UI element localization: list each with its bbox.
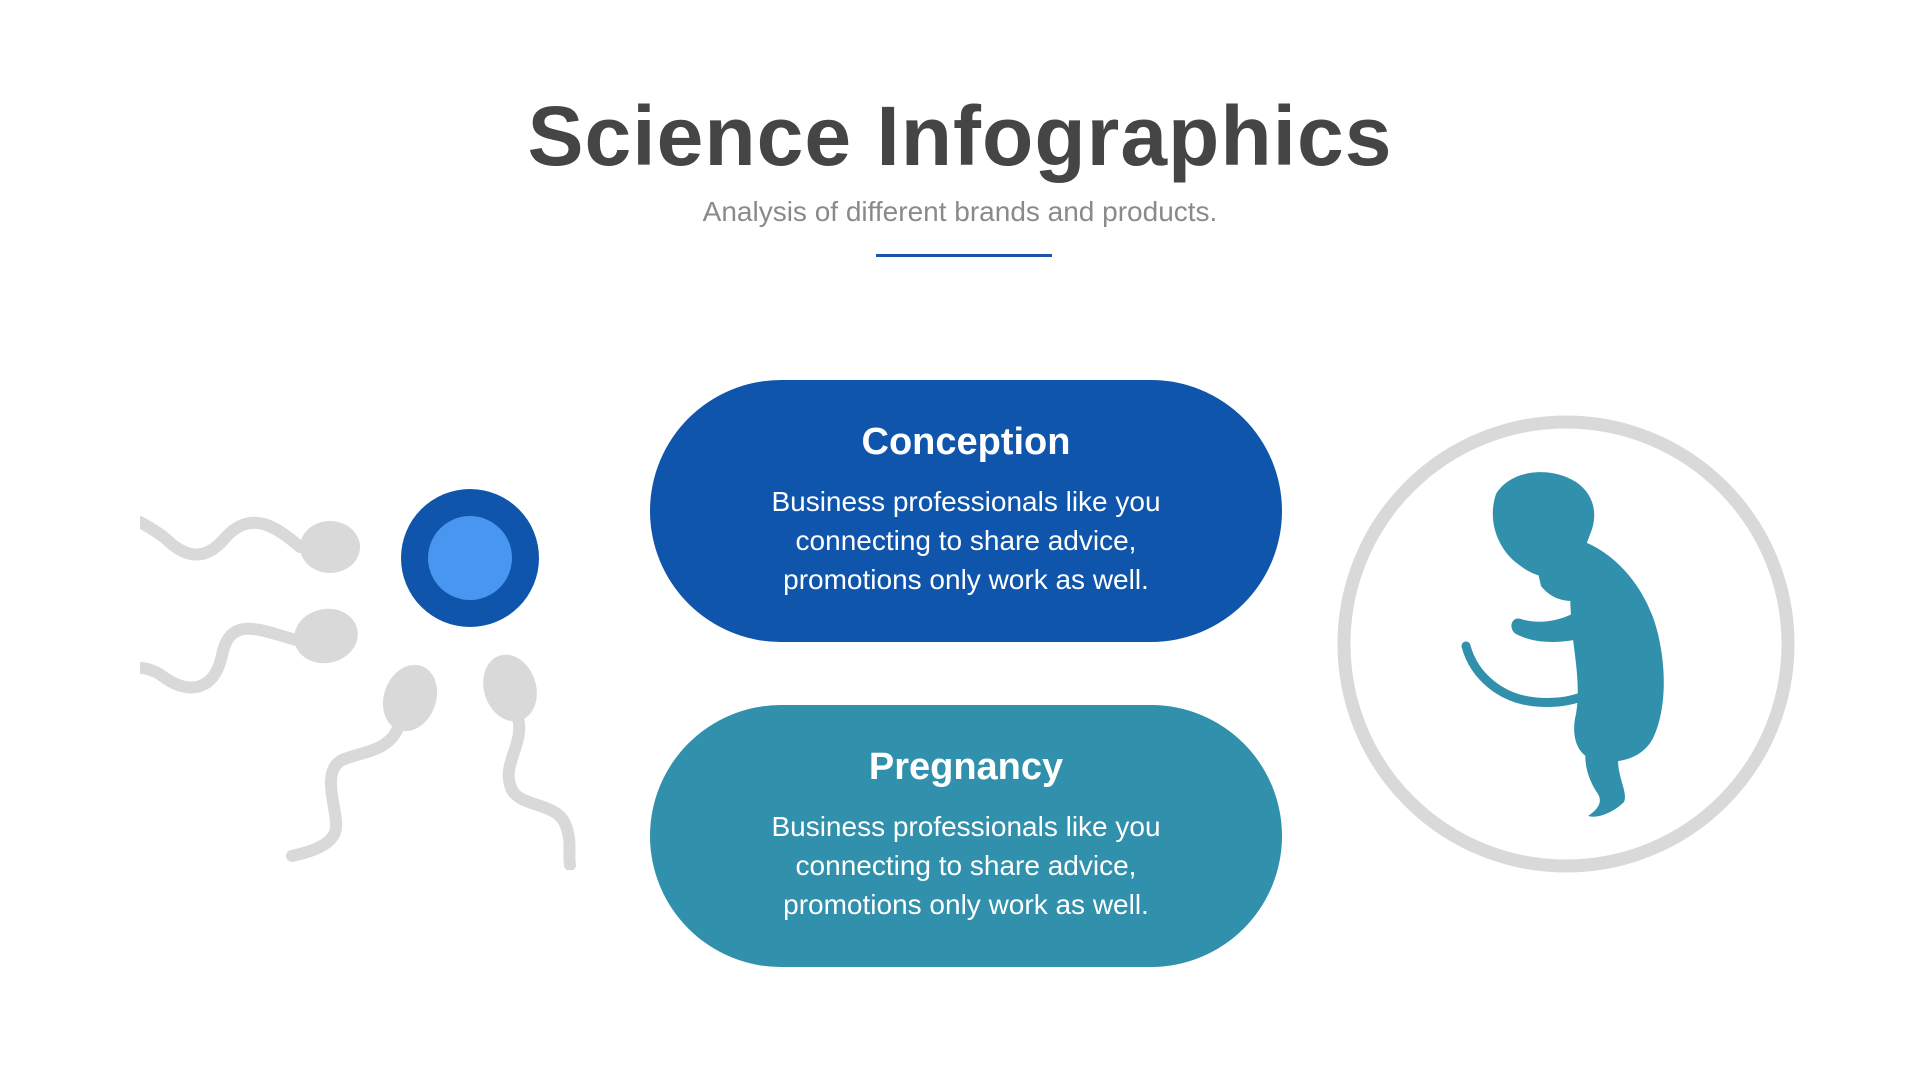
conception-text: Business professionals like you connecti… — [771, 486, 1161, 595]
conception-title: Conception — [861, 421, 1071, 463]
egg-icon — [401, 489, 539, 627]
page-title: Science Infographics — [527, 89, 1393, 183]
pregnancy-title: Pregnancy — [868, 746, 1064, 788]
page-subtitle: Analysis of different brands and product… — [702, 196, 1218, 227]
pregnancy-card: Pregnancy Business professionals like yo… — [650, 705, 1282, 967]
fetus-icon — [1337, 415, 1795, 873]
pregnancy-text: Business professionals like you connecti… — [771, 811, 1161, 920]
sperm-icon — [140, 516, 576, 870]
title-divider — [876, 254, 1052, 257]
conception-card: Conception Business professionals like y… — [650, 380, 1282, 642]
